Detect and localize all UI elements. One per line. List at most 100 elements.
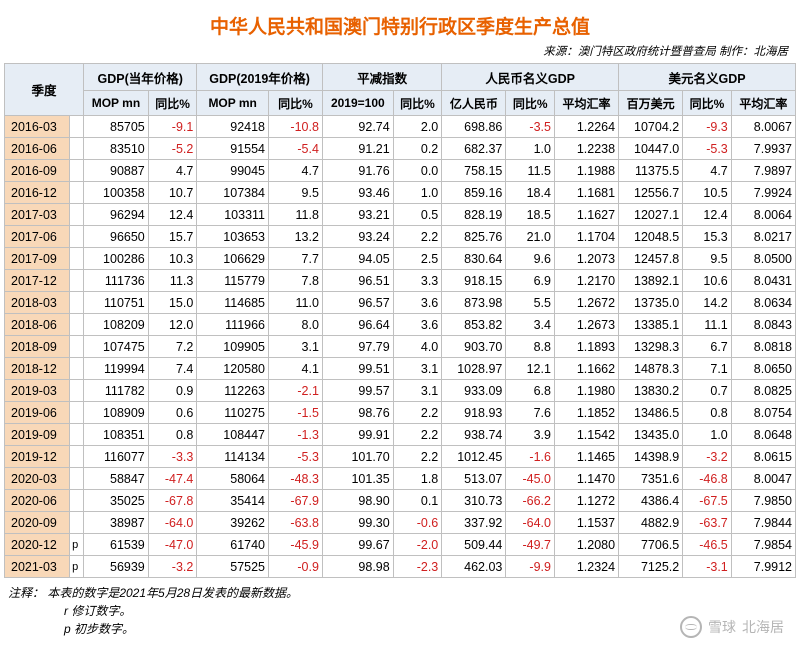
cell-value: 938.74 <box>442 424 506 446</box>
col-group-4: 美元名义GDP <box>619 64 796 91</box>
cell-value: -2.0 <box>393 534 442 556</box>
cell-value: 11.1 <box>683 314 732 336</box>
cell-value: 1.2073 <box>554 248 618 270</box>
cell-value: 15.3 <box>683 226 732 248</box>
cell-value: 6.9 <box>506 270 555 292</box>
cell-value: 4882.9 <box>619 512 683 534</box>
table-row: 2019-061089090.6110275-1.598.762.2918.93… <box>5 402 796 424</box>
cell-period: 2018-06 <box>5 314 70 336</box>
page-title: 中华人民共和国澳门特别行政区季度生产总值 <box>4 12 796 39</box>
cell-suffix <box>70 446 84 468</box>
cell-value: 101.35 <box>322 468 393 490</box>
table-row: 2018-091074757.21099053.197.794.0903.708… <box>5 336 796 358</box>
table-row: 2018-121199947.41205804.199.513.11028.97… <box>5 358 796 380</box>
cell-period: 2019-12 <box>5 446 70 468</box>
cell-value: 10.7 <box>148 182 197 204</box>
cell-value: 310.73 <box>442 490 506 512</box>
cell-suffix: p <box>70 534 84 556</box>
col-sub-0-1: 同比% <box>148 91 197 116</box>
cell-value: 98.76 <box>322 402 393 424</box>
cell-value: 7.9937 <box>731 138 795 160</box>
col-group-1: GDP(2019年价格) <box>197 64 323 91</box>
col-sub-0-0: MOP mn <box>84 91 149 116</box>
cell-value: 7706.5 <box>619 534 683 556</box>
cell-value: 92418 <box>197 116 269 138</box>
cell-value: 12457.8 <box>619 248 683 270</box>
col-group-0: GDP(当年价格) <box>84 64 197 91</box>
cell-value: 8.0648 <box>731 424 795 446</box>
cell-value: 9.5 <box>683 248 732 270</box>
cell-value: 107384 <box>197 182 269 204</box>
cell-value: -5.4 <box>269 138 323 160</box>
cell-value: 1.2080 <box>554 534 618 556</box>
cell-value: 93.46 <box>322 182 393 204</box>
cell-value: -5.3 <box>683 138 732 160</box>
cell-value: 1.1852 <box>554 402 618 424</box>
cell-value: 12.0 <box>148 314 197 336</box>
cell-value: 119994 <box>84 358 149 380</box>
cell-value: 1.2264 <box>554 116 618 138</box>
cell-suffix <box>70 424 84 446</box>
cell-value: 114134 <box>197 446 269 468</box>
cell-value: 13892.1 <box>619 270 683 292</box>
cell-value: 7.6 <box>506 402 555 424</box>
cell-value: 10704.2 <box>619 116 683 138</box>
cell-period: 2016-09 <box>5 160 70 182</box>
cell-value: 111966 <box>197 314 269 336</box>
cell-value: 108447 <box>197 424 269 446</box>
cell-value: 8.0067 <box>731 116 795 138</box>
col-sub-1-1: 同比% <box>269 91 323 116</box>
cell-value: 116077 <box>84 446 149 468</box>
cell-value: 8.0825 <box>731 380 795 402</box>
cell-value: 7125.2 <box>619 556 683 578</box>
cell-value: 99.67 <box>322 534 393 556</box>
cell-value: 758.15 <box>442 160 506 182</box>
table-row: 2016-0683510-5.291554-5.491.210.2682.371… <box>5 138 796 160</box>
cell-value: 85705 <box>84 116 149 138</box>
cell-value: -2.3 <box>393 556 442 578</box>
cell-value: 7.9854 <box>731 534 795 556</box>
cell-period: 2020-09 <box>5 512 70 534</box>
cell-value: -48.3 <box>269 468 323 490</box>
cell-suffix <box>70 292 84 314</box>
col-sub-3-1: 同比% <box>506 91 555 116</box>
cell-value: 12.4 <box>683 204 732 226</box>
cell-value: 11.5 <box>506 160 555 182</box>
cell-value: 1.1662 <box>554 358 618 380</box>
cell-suffix: p <box>70 556 84 578</box>
cell-value: 96.64 <box>322 314 393 336</box>
cell-value: 3.6 <box>393 292 442 314</box>
cell-value: 110275 <box>197 402 269 424</box>
cell-value: -9.3 <box>683 116 732 138</box>
cell-value: 337.92 <box>442 512 506 534</box>
cell-value: -1.3 <box>269 424 323 446</box>
cell-period: 2019-06 <box>5 402 70 424</box>
cell-value: -10.8 <box>269 116 323 138</box>
cell-value: 3.4 <box>506 314 555 336</box>
cell-value: 6.8 <box>506 380 555 402</box>
cell-value: 9.5 <box>269 182 323 204</box>
cell-value: 4.0 <box>393 336 442 358</box>
cell-value: 3.1 <box>269 336 323 358</box>
cell-value: 93.21 <box>322 204 393 226</box>
cell-value: 99.91 <box>322 424 393 446</box>
cell-value: 933.09 <box>442 380 506 402</box>
table-row: 2020-12p61539-47.061740-45.999.67-2.0509… <box>5 534 796 556</box>
cell-value: 12027.1 <box>619 204 683 226</box>
cell-value: 0.6 <box>148 402 197 424</box>
cell-value: 7.9850 <box>731 490 795 512</box>
cell-suffix <box>70 380 84 402</box>
cell-period: 2019-09 <box>5 424 70 446</box>
cell-value: 918.93 <box>442 402 506 424</box>
cell-value: 99045 <box>197 160 269 182</box>
cell-value: 96650 <box>84 226 149 248</box>
cell-value: 18.4 <box>506 182 555 204</box>
table-row: 2019-031117820.9112263-2.199.573.1933.09… <box>5 380 796 402</box>
cell-value: 918.15 <box>442 270 506 292</box>
cell-value: 1.2324 <box>554 556 618 578</box>
cell-period: 2017-09 <box>5 248 70 270</box>
col-group-3: 人民币名义GDP <box>442 64 619 91</box>
cell-value: 4.7 <box>683 160 732 182</box>
cell-value: 3.1 <box>393 380 442 402</box>
cell-value: 0.5 <box>393 204 442 226</box>
